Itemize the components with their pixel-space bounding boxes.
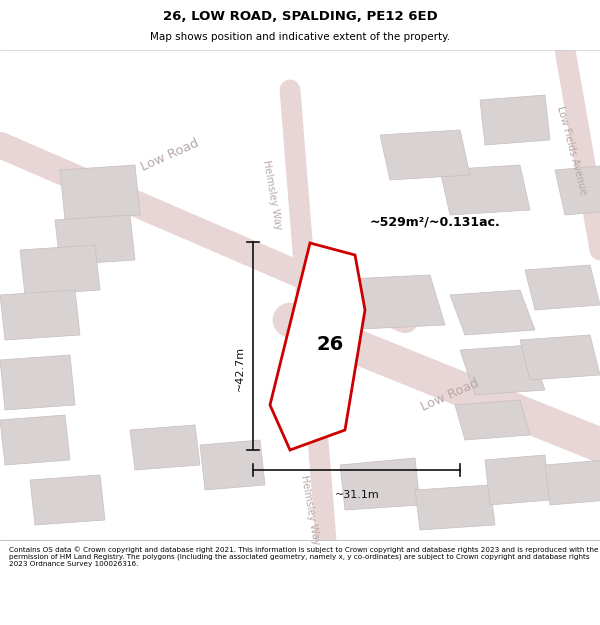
Polygon shape — [325, 275, 445, 330]
Text: Helmsley Way: Helmsley Way — [299, 474, 321, 546]
Polygon shape — [0, 290, 80, 340]
Polygon shape — [130, 425, 200, 470]
Polygon shape — [20, 245, 100, 295]
Polygon shape — [450, 290, 535, 335]
Polygon shape — [340, 458, 420, 510]
Polygon shape — [485, 455, 550, 505]
Polygon shape — [60, 165, 140, 220]
Text: Low Fields Avenue: Low Fields Avenue — [556, 104, 589, 196]
Text: Map shows position and indicative extent of the property.: Map shows position and indicative extent… — [150, 32, 450, 43]
Polygon shape — [200, 440, 265, 490]
Polygon shape — [30, 475, 105, 525]
Text: Low Road: Low Road — [419, 376, 481, 414]
Text: Low Road: Low Road — [139, 136, 201, 174]
Text: 26, LOW ROAD, SPALDING, PE12 6ED: 26, LOW ROAD, SPALDING, PE12 6ED — [163, 10, 437, 23]
Text: ~42.7m: ~42.7m — [235, 346, 245, 391]
Polygon shape — [480, 95, 550, 145]
Polygon shape — [270, 243, 365, 450]
Polygon shape — [555, 165, 600, 215]
Text: ~529m²/~0.131ac.: ~529m²/~0.131ac. — [370, 216, 501, 229]
Text: Contains OS data © Crown copyright and database right 2021. This information is : Contains OS data © Crown copyright and d… — [9, 546, 599, 567]
Polygon shape — [460, 345, 545, 395]
Polygon shape — [525, 265, 600, 310]
Polygon shape — [0, 415, 70, 465]
Text: Helmsley Way: Helmsley Way — [261, 159, 283, 231]
Polygon shape — [380, 130, 470, 180]
Polygon shape — [520, 335, 600, 380]
Polygon shape — [415, 485, 495, 530]
Text: ~31.1m: ~31.1m — [335, 490, 379, 500]
Polygon shape — [455, 400, 530, 440]
Polygon shape — [440, 165, 530, 215]
Polygon shape — [545, 460, 600, 505]
Text: 26: 26 — [316, 336, 344, 354]
Polygon shape — [55, 215, 135, 265]
Polygon shape — [0, 355, 75, 410]
